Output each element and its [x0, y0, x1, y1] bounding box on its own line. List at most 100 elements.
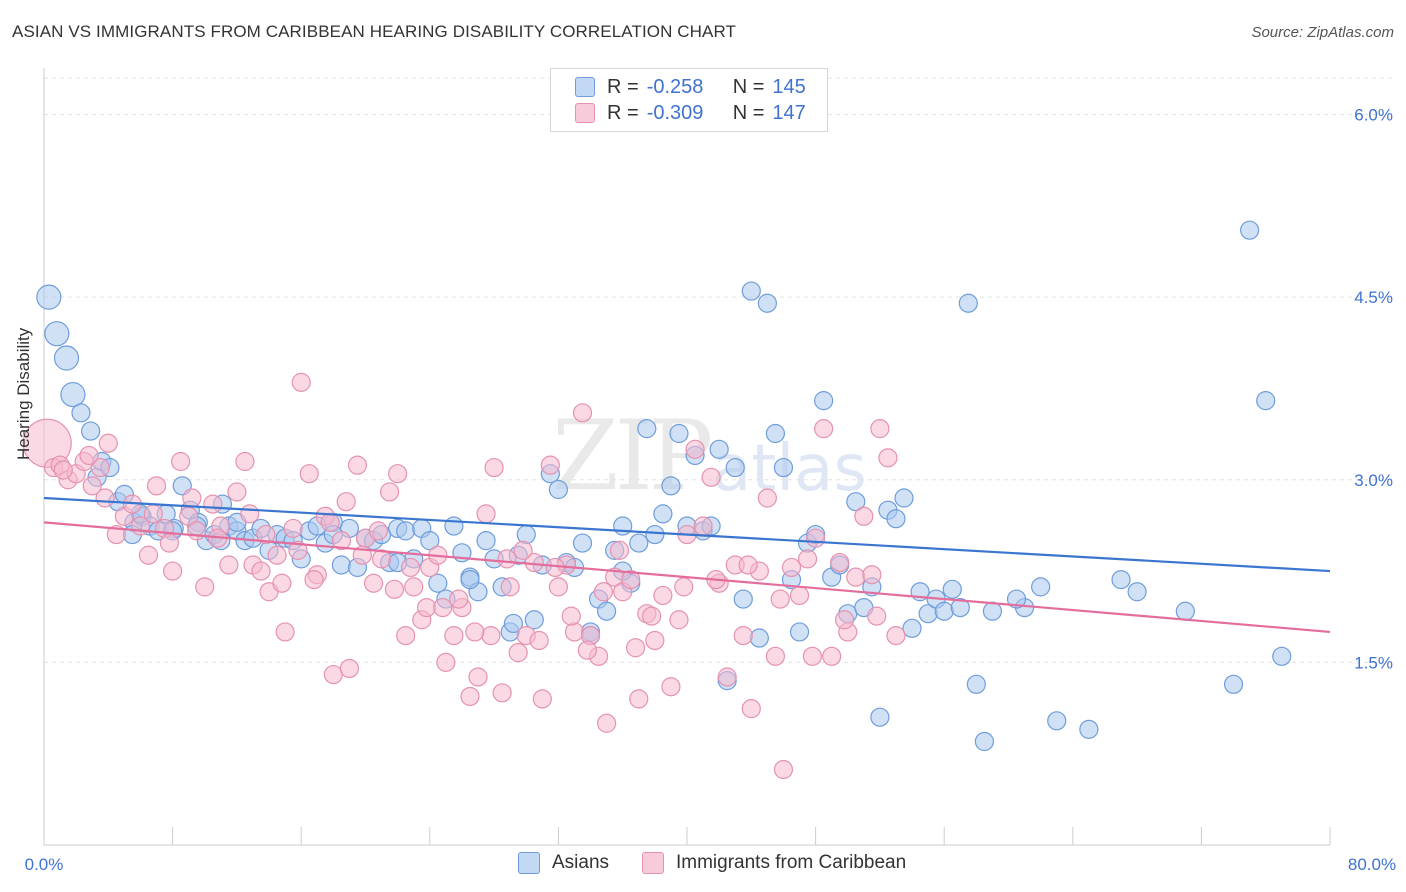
caribbean-point	[272, 573, 292, 593]
asian-point	[1006, 589, 1027, 609]
asian-point	[709, 439, 729, 459]
caribbean-point	[886, 625, 906, 646]
asian-point	[894, 488, 914, 508]
caribbean-point	[781, 557, 802, 578]
caribbean-point	[304, 569, 324, 590]
caribbean-point	[738, 555, 758, 575]
asian-point	[733, 589, 753, 609]
legend-row-caribbean: R = -0.309 N = 147	[575, 100, 806, 126]
caribbean-point	[500, 577, 520, 597]
caribbean-point	[384, 579, 405, 599]
caribbean-point	[757, 488, 777, 508]
caribbean-point	[159, 533, 179, 553]
caribbean-point	[203, 494, 223, 514]
bottom-legend-swatch-asians	[518, 852, 540, 874]
caribbean-point	[597, 713, 617, 733]
caribbean-point	[416, 597, 437, 618]
caribbean-point	[396, 625, 416, 646]
asian-point	[524, 610, 544, 630]
legend-n-label: N =	[732, 75, 765, 98]
asian-point	[597, 601, 617, 621]
caribbean-point	[187, 521, 207, 541]
asian-point	[886, 509, 906, 529]
caribbean-point	[572, 403, 593, 423]
asian-point	[572, 533, 593, 553]
caribbean-point	[741, 699, 761, 719]
asian-point	[1256, 391, 1276, 411]
asian-point	[1047, 711, 1067, 731]
asian-point	[460, 569, 480, 590]
correlation-legend: R = -0.258 N = 145 R = -0.309 N = 147	[550, 68, 828, 132]
asian-point	[1272, 646, 1292, 666]
caribbean-point	[460, 686, 480, 707]
asian-point	[81, 421, 101, 441]
asian-point	[1127, 582, 1147, 602]
asian-point	[902, 618, 922, 638]
caribbean-point	[388, 464, 408, 484]
caribbean-point	[513, 540, 533, 560]
caribbean-point	[564, 622, 585, 642]
caribbean-point	[323, 664, 343, 685]
caribbean-point	[561, 606, 581, 626]
caribbean-point	[368, 521, 388, 541]
asian-point	[1079, 719, 1099, 739]
caribbean-point	[625, 638, 646, 658]
caribbean-point	[433, 597, 453, 618]
asian-point	[1223, 674, 1244, 694]
legend-swatch-caribbean	[575, 103, 595, 123]
asian-point	[548, 479, 569, 500]
asian-point	[36, 284, 62, 310]
asian-point	[958, 293, 978, 313]
caribbean-point	[98, 433, 118, 453]
legend-r-label: R =	[607, 101, 639, 124]
asian-point	[503, 613, 523, 634]
caribbean-point	[465, 622, 485, 642]
asian-point	[966, 674, 986, 694]
caribbean-point	[400, 557, 421, 578]
bottom-legend-label-caribbean: Immigrants from Caribbean	[676, 852, 907, 873]
y-tick-label: 6.0%	[1354, 106, 1393, 125]
caribbean-point	[468, 667, 488, 687]
caribbean-point	[862, 565, 882, 585]
asian-point	[757, 293, 777, 313]
asian-point	[629, 533, 649, 553]
caribbean-point	[235, 451, 255, 472]
bottom-legend-caribbean: Immigrants from Caribbean	[642, 852, 906, 874]
caribbean-point	[449, 589, 469, 609]
caribbean-point	[789, 585, 810, 606]
caribbean-point	[380, 482, 400, 502]
legend-n-value-asians: 145	[772, 75, 806, 98]
caribbean-point	[870, 419, 890, 439]
caribbean-point	[182, 488, 202, 508]
asian-point	[870, 707, 890, 727]
caribbean-point	[532, 689, 552, 709]
asian-point	[846, 492, 866, 512]
caribbean-point	[492, 683, 512, 703]
y-tick-label: 3.0%	[1354, 471, 1393, 490]
legend-n-label: N =	[732, 101, 765, 124]
asian-point	[974, 731, 994, 752]
caribbean-point	[291, 372, 311, 392]
caribbean-point	[802, 646, 822, 666]
asian-point	[428, 573, 448, 593]
asian-point	[789, 622, 810, 642]
caribbean-point	[805, 528, 826, 548]
caribbean-point	[320, 512, 340, 532]
x-tick-label: 0.0%	[25, 855, 64, 874]
asian-point	[749, 628, 769, 648]
y-tick-label: 4.5%	[1354, 288, 1393, 307]
legend-n-value-caribbean: 147	[772, 101, 806, 124]
caribbean-point	[830, 552, 850, 573]
bottom-legend-asians: Asians	[518, 852, 609, 874]
caribbean-point	[347, 455, 368, 475]
caribbean-point	[143, 504, 163, 524]
caribbean-point	[481, 625, 501, 646]
asian-point	[725, 457, 745, 478]
caribbean-point	[674, 577, 694, 597]
caribbean-point	[653, 585, 673, 606]
chart-title: ASIAN VS IMMIGRANTS FROM CARIBBEAN HEARI…	[12, 22, 737, 41]
caribbean-point	[256, 524, 276, 545]
asian-point	[765, 423, 786, 444]
caribbean-point	[773, 759, 794, 780]
